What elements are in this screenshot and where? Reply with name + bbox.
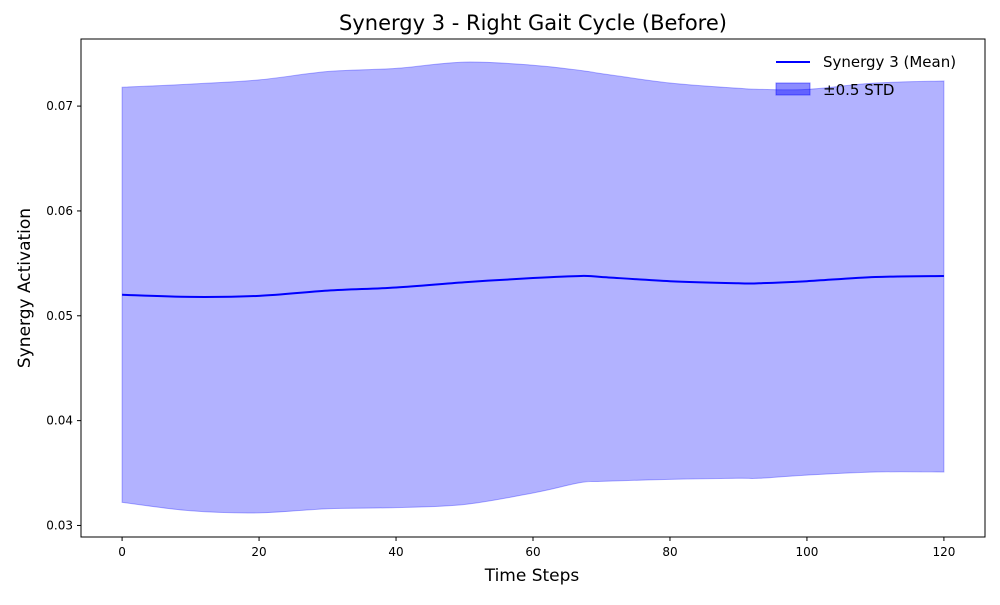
y-tick-label: 0.06: [46, 204, 73, 218]
mean-line-layer: [122, 274, 944, 298]
y-tick-label: 0.05: [46, 309, 73, 323]
y-axis: 0.03 0.04 0.05 0.06 0.07: [46, 99, 81, 532]
x-tick-label: 20: [251, 545, 266, 559]
legend-label-mean: Synergy 3 (Mean): [823, 53, 956, 71]
legend: Synergy 3 (Mean) ±0.5 STD: [775, 53, 956, 99]
y-tick-label: 0.03: [46, 518, 73, 532]
chart-title: Synergy 3 - Right Gait Cycle (Before): [339, 11, 727, 35]
y-axis-title: Synergy Activation: [15, 208, 35, 368]
y-tick-label: 0.07: [46, 99, 73, 113]
x-axis-title: Time Steps: [484, 566, 580, 586]
std-band: [121, 61, 945, 514]
x-tick-label: 0: [118, 545, 126, 559]
legend-band-swatch: [775, 82, 811, 96]
legend-label-std: ±0.5 STD: [823, 81, 894, 99]
y-tick-label: 0.04: [46, 414, 73, 428]
x-tick-label: 80: [662, 545, 677, 559]
x-axis: 0 20 40 60 80 100 120: [118, 537, 955, 559]
x-tick-label: 60: [525, 545, 540, 559]
std-band-layer: [121, 61, 945, 514]
x-tick-label: 100: [795, 545, 818, 559]
x-tick-label: 120: [932, 545, 955, 559]
mean-line: [122, 274, 944, 298]
x-tick-label: 40: [388, 545, 403, 559]
